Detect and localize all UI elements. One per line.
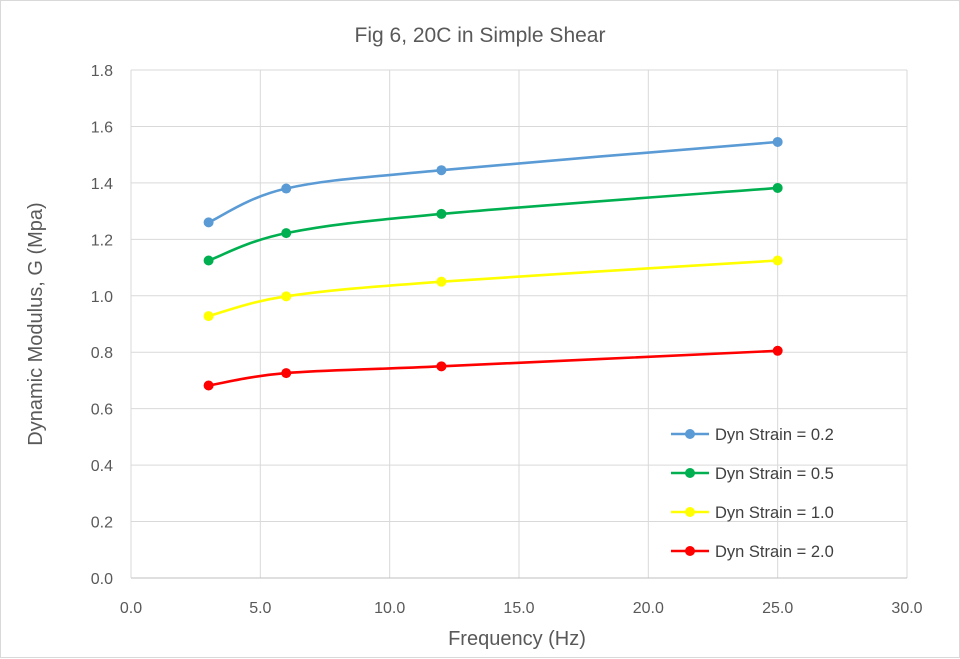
data-point: [281, 368, 292, 379]
data-point: [203, 380, 214, 391]
gridlines: [131, 69, 908, 578]
axes: [130, 70, 907, 579]
legend-label: Dyn Strain = 0.2: [715, 426, 834, 444]
legend-label: Dyn Strain = 0.5: [715, 465, 834, 483]
data-point: [203, 217, 214, 228]
y-tick-label: 1.8: [91, 63, 113, 80]
data-point: [281, 228, 292, 239]
data-point: [203, 255, 214, 266]
data-point: [203, 311, 214, 322]
y-tick-label: 0.0: [91, 571, 113, 588]
series-line: [207, 259, 779, 318]
data-point: [281, 291, 292, 302]
legend-marker: [685, 468, 695, 478]
data-point: [281, 183, 292, 194]
x-tick-label: 5.0: [249, 600, 271, 617]
chart-title: Fig 6, 20C in Simple Shear: [355, 24, 606, 47]
x-tick-label: 15.0: [503, 600, 534, 617]
legend-entry: Dyn Strain = 0.2: [671, 426, 834, 444]
legend-label: Dyn Strain = 2.0: [715, 543, 834, 561]
y-tick-label: 1.0: [91, 289, 113, 306]
data-point: [436, 208, 447, 219]
legend: Dyn Strain = 0.2 Dyn Strain = 0.5 Dyn Stra…: [671, 426, 834, 561]
data-point: [436, 165, 447, 176]
x-tick-label: 10.0: [374, 600, 405, 617]
y-tick-label: 1.4: [91, 176, 113, 193]
y-tick-label: 0.4: [91, 458, 113, 475]
data-point: [772, 255, 783, 266]
y-tick-label: 1.6: [91, 119, 113, 136]
y-tick-label: 0.6: [91, 402, 113, 419]
data-point: [772, 136, 783, 147]
legend-marker: [685, 507, 695, 517]
x-tick-label: 30.0: [891, 600, 922, 617]
series-line: [207, 140, 779, 224]
y-tick-label: 0.2: [91, 515, 113, 532]
series-3: [203, 255, 783, 322]
data-point: [772, 182, 783, 193]
x-tick-label: 20.0: [633, 600, 664, 617]
y-axis-title: Dynamic Modulus, G (Mpa): [25, 202, 47, 445]
legend-entry: Dyn Strain = 1.0: [671, 504, 834, 522]
x-axis-ticks: 0.0 5.0 10.0 15.0 20.0 25.0 30.0: [120, 600, 923, 617]
data-point: [436, 361, 447, 372]
y-tick-label: 0.8: [91, 345, 113, 362]
x-tick-label: 0.0: [120, 600, 142, 617]
data-point: [436, 276, 447, 287]
legend-entry: Dyn Strain = 0.5: [671, 465, 834, 483]
series-1: [203, 136, 783, 228]
x-axis-title: Frequency (Hz): [448, 628, 586, 650]
legend-marker: [685, 546, 695, 556]
series-line: [207, 349, 779, 387]
series-layer: [203, 136, 783, 391]
series-2: [203, 182, 783, 266]
y-tick-label: 1.2: [91, 232, 113, 249]
series-line: [207, 186, 779, 262]
series-4: [203, 345, 783, 391]
legend-entry: Dyn Strain = 2.0: [671, 543, 834, 561]
legend-marker: [685, 429, 695, 439]
y-axis-ticks: 0.0 0.2 0.4 0.6 0.8 1.0 1.2 1.4 1.6 1.8: [91, 63, 113, 588]
x-tick-label: 25.0: [762, 600, 793, 617]
legend-label: Dyn Strain = 1.0: [715, 504, 834, 522]
data-point: [772, 345, 783, 356]
